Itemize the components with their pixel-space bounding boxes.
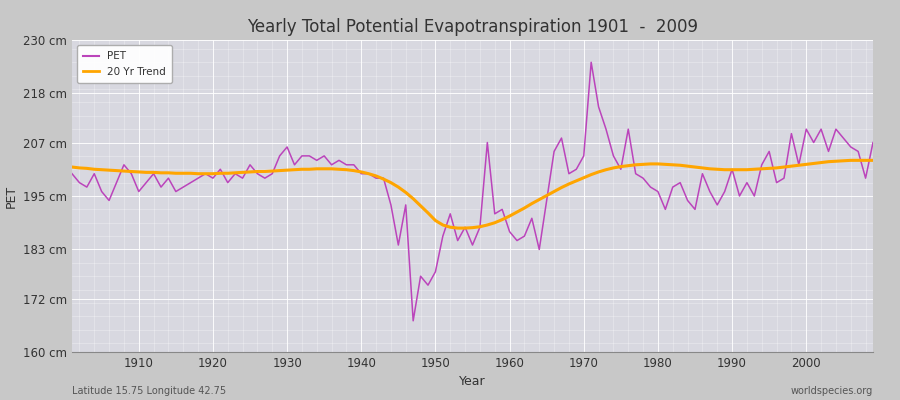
Y-axis label: PET: PET: [4, 184, 17, 208]
Text: Latitude 15.75 Longitude 42.75: Latitude 15.75 Longitude 42.75: [72, 386, 226, 396]
X-axis label: Year: Year: [459, 376, 486, 388]
Title: Yearly Total Potential Evapotranspiration 1901  -  2009: Yearly Total Potential Evapotranspiratio…: [247, 18, 698, 36]
Legend: PET, 20 Yr Trend: PET, 20 Yr Trend: [77, 45, 173, 83]
Text: worldspecies.org: worldspecies.org: [791, 386, 873, 396]
